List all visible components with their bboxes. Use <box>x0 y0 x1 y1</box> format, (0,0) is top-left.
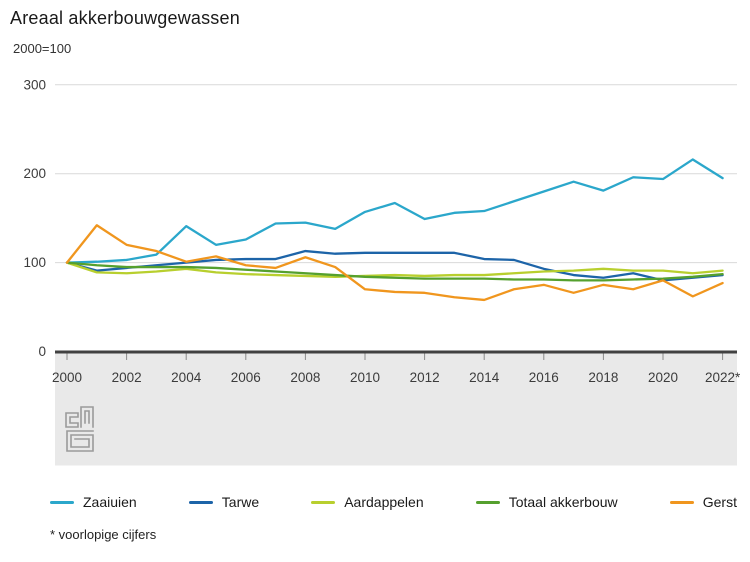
svg-text:300: 300 <box>23 77 46 92</box>
legend-swatch <box>50 500 74 504</box>
legend-item-tarwe[interactable]: Tarwe <box>188 494 260 510</box>
svg-text:2008: 2008 <box>290 370 320 385</box>
legend-swatch <box>311 500 336 504</box>
cbs-logo <box>65 406 94 452</box>
svg-text:2004: 2004 <box>171 370 202 385</box>
legend-swatch <box>669 500 694 504</box>
legend-item-gerst[interactable]: Gerst <box>669 494 737 510</box>
index-note: 2000=100 <box>13 41 72 56</box>
provisional-figures-footnote: * voorlopige cijfers <box>50 527 157 542</box>
legend-item-totaal-akkerbouw[interactable]: Totaal akkerbouw <box>475 494 618 510</box>
svg-text:2010: 2010 <box>350 370 380 385</box>
svg-text:2002: 2002 <box>112 370 142 385</box>
page-title: Areaal akkerbouwgewassen <box>10 8 240 28</box>
svg-text:2022*: 2022* <box>705 370 741 385</box>
legend-label: Zaaiuien <box>83 494 137 510</box>
legend-label: Totaal akkerbouw <box>508 494 618 510</box>
svg-text:200: 200 <box>23 166 46 181</box>
legend-label: Tarwe <box>221 494 260 510</box>
legend-item-aardappelen[interactable]: Aardappelen <box>311 494 424 510</box>
svg-text:2000: 2000 <box>52 370 82 385</box>
svg-text:2006: 2006 <box>231 370 261 385</box>
svg-text:100: 100 <box>23 255 46 270</box>
svg-text:2012: 2012 <box>410 370 440 385</box>
legend-swatch <box>188 500 213 504</box>
legend-label: Gerst <box>702 494 737 510</box>
legend-label: Aardappelen <box>344 494 424 510</box>
svg-text:2016: 2016 <box>529 370 559 385</box>
svg-text:0: 0 <box>38 344 46 359</box>
legend-swatch <box>475 500 500 504</box>
svg-text:2020: 2020 <box>648 370 678 385</box>
svg-text:2018: 2018 <box>588 370 618 385</box>
svg-text:2014: 2014 <box>469 370 500 385</box>
line-chart-canvas: 0 100 200 300 2000 2002 2004 2006 2008 2010 2012 20… <box>23 77 741 466</box>
chart-legend: Zaaiuien Tarwe Aardappelen Totaal akkerb… <box>50 494 737 510</box>
legend-item-zaaiuien[interactable]: Zaaiuien <box>50 494 137 510</box>
